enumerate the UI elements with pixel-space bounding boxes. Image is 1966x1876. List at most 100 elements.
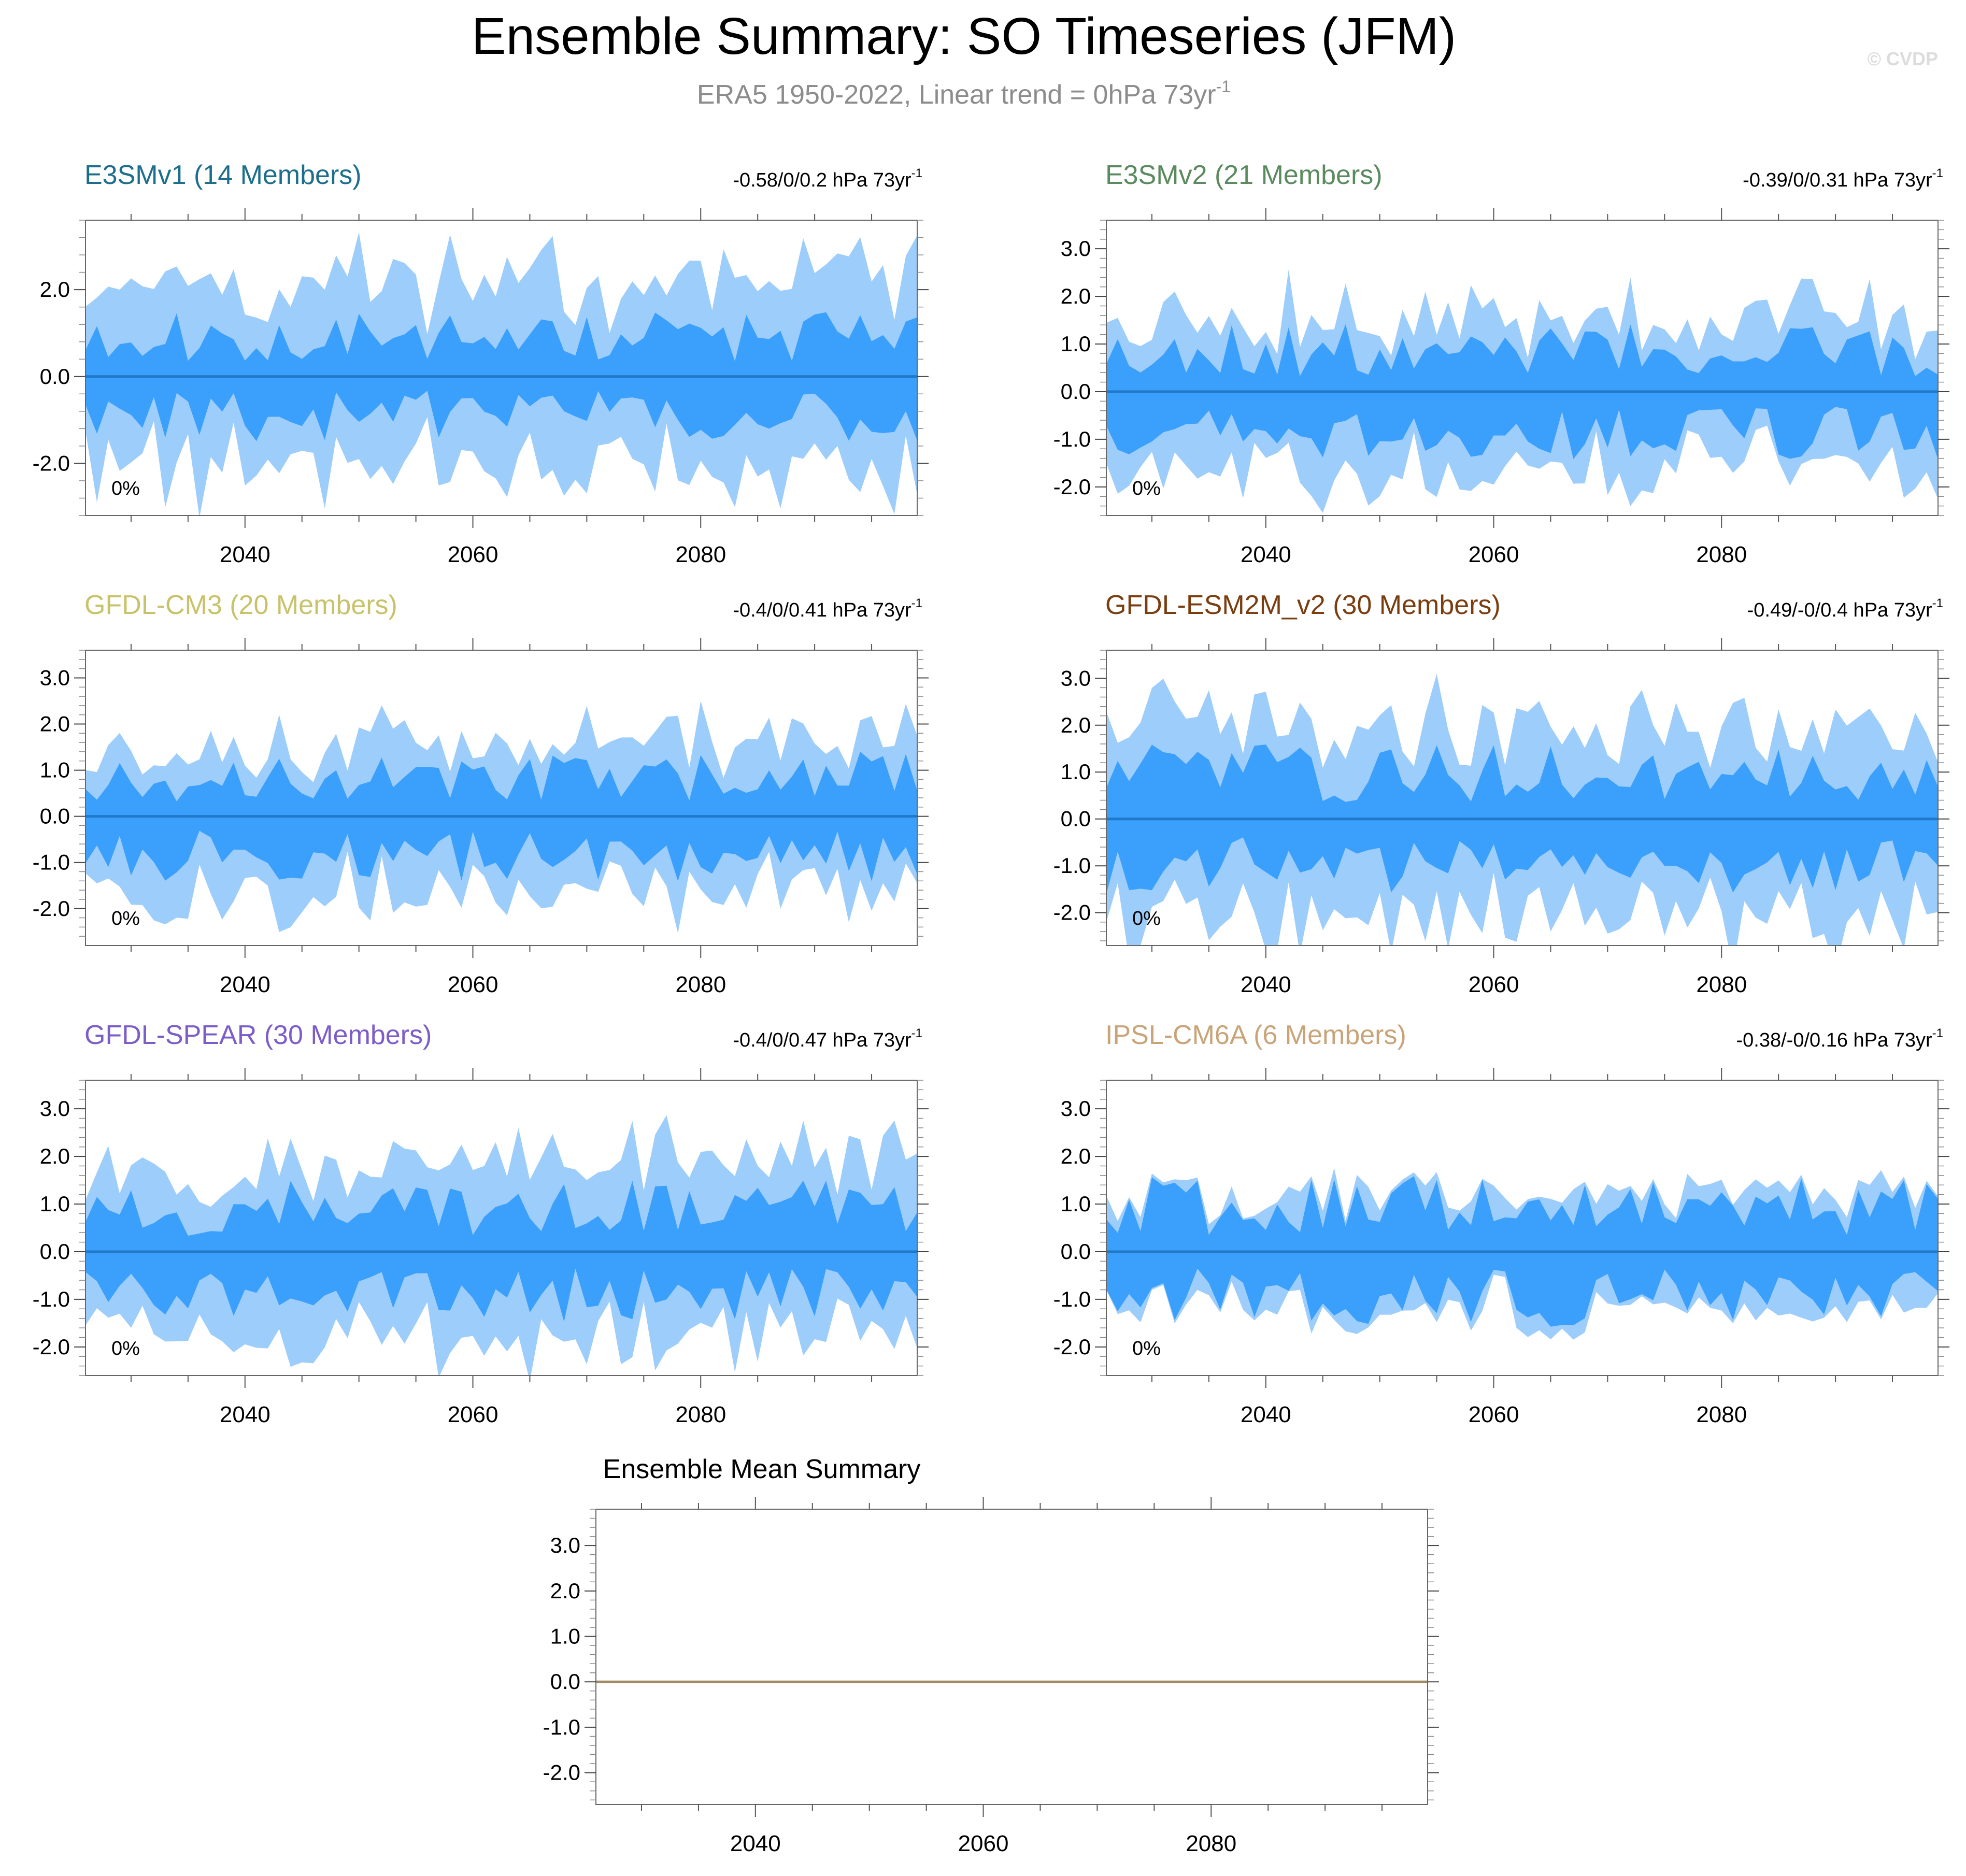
- y-tick-label: 1.0: [550, 1624, 580, 1649]
- panel-title: GFDL-SPEAR (30 Members): [84, 1020, 432, 1050]
- y-tick-label: 1.0: [1061, 332, 1091, 356]
- watermark: © CVDP: [1867, 48, 1938, 69]
- trend-label-text: -0.4/0/0.47 hPa 73yr: [733, 1029, 911, 1051]
- x-tick-label: 2080: [1696, 542, 1747, 567]
- panel-title: E3SMv1 (14 Members): [84, 160, 362, 190]
- y-tick-label: 2.0: [550, 1579, 580, 1603]
- figure-subtitle: ERA5 1950-2022, Linear trend = 0hPa 73yr…: [697, 77, 1231, 110]
- x-tick-label: 2080: [1696, 1402, 1747, 1427]
- percent-label: 0%: [1132, 478, 1161, 499]
- panel-3: -2.0 -1.0 0.0 1.0 2.0 3.0 2040 2060 2080 GFDL-CM3…: [33, 590, 929, 997]
- trend-label-sup: -1: [911, 1026, 922, 1040]
- y-tick-label: 0.0: [1061, 807, 1091, 831]
- y-tick-label: -2.0: [1053, 475, 1091, 499]
- y-tick-label: 3.0: [1061, 1096, 1091, 1121]
- x-tick-label: 2080: [675, 972, 726, 997]
- plot-area: [1106, 1168, 1938, 1340]
- y-tick-label: 0.0: [550, 1669, 580, 1694]
- panel-frame: [1106, 650, 1939, 946]
- percent-label: 0%: [111, 1338, 140, 1359]
- x-tick-label: 2040: [730, 1831, 781, 1856]
- y-tick-label: 3.0: [1061, 236, 1091, 261]
- y-tick-label: -2.0: [33, 451, 70, 475]
- y-tick-label: 2.0: [40, 1144, 70, 1168]
- plot-area: [86, 700, 917, 934]
- y-tick-label: -1.0: [543, 1715, 580, 1739]
- y-tick-label: -1.0: [1053, 427, 1091, 451]
- panel-5: -2.0 -1.0 0.0 1.0 2.0 3.0 2040 2060 2080 GFDL-SPE…: [33, 1020, 929, 1427]
- plot-area: [86, 232, 917, 515]
- trend-label: -0.49/-0/0.4 hPa 73yr-1: [1747, 596, 1943, 621]
- x-tick-label: 2060: [448, 542, 498, 567]
- trend-label: -0.4/0/0.47 hPa 73yr-1: [733, 1026, 922, 1051]
- x-tick-label: 2040: [1241, 542, 1291, 567]
- x-tick-label: 2060: [448, 972, 498, 997]
- panel-4: -2.0 -1.0 0.0 1.0 2.0 3.0 2040 2060 2080 GFDL-ESM…: [1053, 590, 1949, 997]
- trend-label-sup: -1: [911, 166, 922, 180]
- x-tick-label: 2040: [220, 1402, 270, 1427]
- x-tick-label: 2080: [1696, 972, 1747, 997]
- percent-label: 0%: [1132, 908, 1161, 929]
- x-tick-label: 2040: [1241, 1402, 1291, 1427]
- panel-title: GFDL-ESM2M_v2 (30 Members): [1105, 590, 1501, 620]
- panel-frame: [85, 220, 918, 516]
- x-tick-label: 2060: [1469, 1402, 1519, 1427]
- figure-subtitle-sup: -1: [1216, 77, 1231, 96]
- panel-title: GFDL-CM3 (20 Members): [84, 590, 397, 620]
- x-tick-label: 2080: [1186, 1831, 1236, 1856]
- trend-label: -0.39/0/0.31 hPa 73yr-1: [1743, 166, 1943, 191]
- y-tick-label: -2.0: [1053, 1335, 1091, 1359]
- y-tick-label: -2.0: [33, 896, 70, 921]
- panel-title: Ensemble Mean Summary: [603, 1454, 921, 1484]
- figure-subtitle-text: ERA5 1950-2022, Linear trend = 0hPa 73yr: [697, 80, 1216, 110]
- trend-label-sup: -1: [1932, 596, 1943, 610]
- y-tick-label: -1.0: [33, 1287, 70, 1311]
- trend-label-text: -0.38/-0/0.16 hPa 73yr: [1736, 1029, 1932, 1051]
- trend-label-sup: -1: [1932, 166, 1943, 180]
- plot-area: [1106, 269, 1938, 513]
- panel-title: E3SMv2 (21 Members): [1105, 160, 1383, 190]
- y-tick-label: 3.0: [40, 1096, 70, 1121]
- x-tick-label: 2060: [958, 1831, 1009, 1856]
- y-tick-label: -2.0: [1053, 900, 1091, 925]
- trend-label-text: -0.49/-0/0.4 hPa 73yr: [1747, 599, 1932, 621]
- y-tick-label: 1.0: [1061, 760, 1091, 784]
- plot-area: [86, 1115, 917, 1376]
- y-tick-label: 2.0: [40, 277, 70, 302]
- y-tick-label: 0.0: [1061, 379, 1091, 404]
- trend-label: -0.4/0/0.41 hPa 73yr-1: [733, 596, 922, 621]
- y-tick-label: 2.0: [1061, 713, 1091, 737]
- panel-6: -2.0 -1.0 0.0 1.0 2.0 3.0 2040 2060 2080 IPSL-CM6…: [1053, 1020, 1949, 1427]
- y-tick-label: 2.0: [1061, 284, 1091, 308]
- y-tick-label: 3.0: [1061, 666, 1091, 690]
- y-tick-label: 0.0: [40, 364, 70, 389]
- y-tick-label: 1.0: [40, 1192, 70, 1216]
- y-tick-label: 2.0: [1061, 1144, 1091, 1168]
- y-tick-label: 2.0: [40, 712, 70, 736]
- y-tick-label: 0.0: [40, 804, 70, 828]
- x-tick-label: 2060: [448, 1402, 498, 1427]
- plot-area: [1106, 674, 1938, 946]
- y-tick-label: 1.0: [40, 758, 70, 782]
- x-tick-label: 2040: [220, 542, 270, 567]
- y-tick-label: 0.0: [40, 1239, 70, 1264]
- y-tick-label: 3.0: [40, 665, 70, 690]
- panel-frame: [595, 1509, 1428, 1805]
- y-tick-label: 3.0: [550, 1533, 580, 1557]
- panels: -2.0 0.0 2.0 2040 2060 2080 E3SMv1 (14 Members…: [33, 160, 1949, 1856]
- panel-frame: [1106, 220, 1939, 516]
- trend-label-sup: -1: [1932, 1026, 1943, 1040]
- trend-label-text: -0.39/0/0.31 hPa 73yr: [1743, 169, 1932, 191]
- panel-2: -2.0 -1.0 0.0 1.0 2.0 3.0 2040 2060 2080 E3SMv2 (…: [1053, 160, 1949, 567]
- percent-label: 0%: [1132, 1338, 1161, 1359]
- y-tick-label: -1.0: [33, 850, 70, 875]
- panel-title: IPSL-CM6A (6 Members): [1105, 1020, 1406, 1050]
- trend-label: -0.58/0/0.2 hPa 73yr-1: [733, 166, 922, 191]
- x-tick-label: 2060: [1469, 542, 1519, 567]
- percent-label: 0%: [111, 478, 140, 499]
- x-tick-label: 2060: [1469, 972, 1519, 997]
- trend-label-text: -0.4/0/0.41 hPa 73yr: [733, 599, 911, 621]
- panel-frame: [85, 1080, 918, 1376]
- percent-label: 0%: [111, 908, 140, 929]
- y-tick-label: -1.0: [1053, 1287, 1091, 1311]
